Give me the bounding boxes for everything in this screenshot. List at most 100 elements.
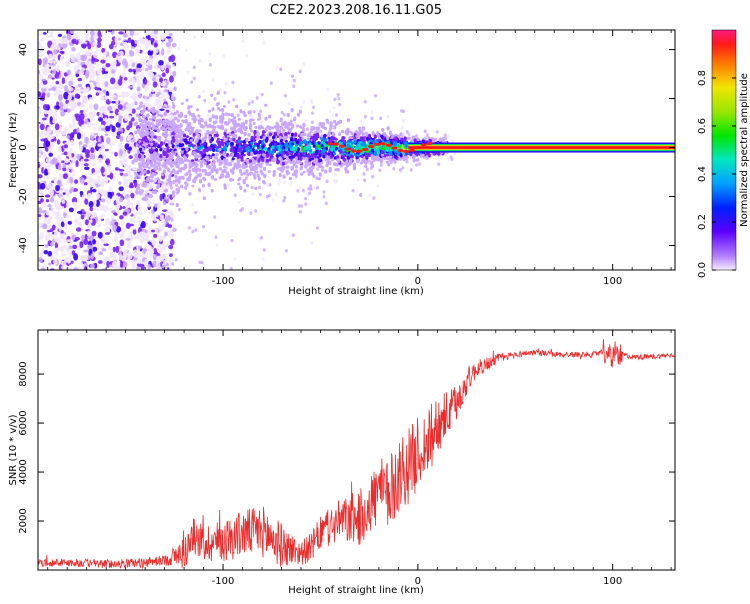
spectrogram-cell: [105, 232, 110, 235]
spectrogram-cell: [93, 103, 98, 110]
spectrogram-cell: [257, 173, 260, 177]
spectrogram-cell: [406, 137, 409, 140]
spectrogram-cell: [204, 123, 207, 126]
spectrogram-cell: [94, 133, 98, 136]
spectrogram-cell: [302, 189, 305, 193]
spectrogram-cell: [294, 132, 297, 137]
spectrogram-cell: [54, 236, 58, 241]
spectrogram-cell: [263, 174, 266, 178]
spectrogram-cell: [109, 142, 114, 146]
spectrogram-cell: [405, 160, 408, 164]
spectrogram-cell: [266, 183, 269, 187]
spectrogram-cell: [393, 142, 396, 146]
spectrogram-cell: [165, 118, 168, 121]
spectrogram-cell: [140, 172, 143, 176]
spectrogram-cell: [50, 116, 53, 121]
spectrogram-cell: [170, 186, 173, 190]
spectrogram-cell: [98, 251, 103, 255]
ridge-blob: [374, 143, 380, 146]
spectrogram-cell: [82, 62, 85, 65]
spectrogram-cell: [147, 200, 152, 207]
spectrogram-cell: [202, 184, 205, 187]
spectrogram-cell: [164, 89, 169, 92]
spectrogram-cell: [161, 181, 164, 184]
spectrogram-cell: [188, 226, 191, 230]
spectrogram-cell: [232, 98, 235, 102]
spectrogram-cell: [69, 87, 74, 91]
spectrogram-cell: [61, 160, 65, 163]
spectrogram-cell: [145, 165, 148, 168]
spectrogram-cell: [185, 48, 188, 52]
spectrogram-cell: [265, 136, 268, 141]
spectrogram-cell: [211, 107, 214, 111]
spectrogram-cell: [313, 145, 316, 148]
spectrogram-cell: [296, 189, 299, 193]
spectrogram-cell: [135, 75, 139, 77]
spectrogram-cell: [343, 140, 346, 145]
spectrogram-cell: [120, 239, 125, 246]
spectrogram-cell: [288, 102, 291, 106]
spectrogram-cell: [109, 111, 113, 113]
spectrogram-cell: [219, 167, 222, 170]
spectrogram-cell: [139, 105, 142, 108]
spectrogram-cell: [169, 253, 173, 257]
spectrogram-cell: [245, 54, 248, 58]
spectrogram-cell: [254, 171, 257, 174]
spectrogram-cell: [111, 126, 115, 133]
spectrogram-cell: [335, 113, 338, 117]
spectrogram-cell: [253, 110, 256, 114]
spectrogram-cell: [291, 74, 294, 78]
spectrogram-cell: [121, 255, 126, 261]
spectrogram-cell: [216, 243, 219, 247]
spectrogram-cell: [114, 235, 118, 242]
spectrogram-cell: [203, 178, 206, 181]
spectrogram-cell: [279, 67, 282, 71]
spectrogram-cell: [337, 168, 340, 172]
spectrogram-cell: [294, 162, 297, 165]
spectrogram-cell: [199, 19, 202, 23]
spectrogram-cell: [101, 198, 106, 202]
spectrogram-cell: [394, 155, 397, 158]
spectrogram-cell: [46, 68, 51, 73]
spectrogram-cell: [48, 184, 52, 189]
spectrogram-cell: [271, 145, 274, 149]
spectrogram-cell: [187, 71, 190, 75]
spectrogram-cell: [210, 131, 213, 134]
spectrogram-cell: [282, 150, 285, 155]
spectrogram-cell: [429, 139, 432, 143]
spectrogram-cell: [174, 171, 177, 174]
spectrogram-cell: [159, 148, 162, 152]
spectrogram-cell: [160, 91, 164, 94]
spectrogram-cell: [192, 180, 195, 183]
spectrogram-cell: [63, 104, 68, 110]
spectrogram-cell: [175, 275, 178, 279]
ridge-blob: [327, 142, 333, 145]
spectrogram-cell: [97, 70, 100, 75]
spectrogram-cell: [165, 68, 169, 74]
spectrogram-cell: [193, 66, 196, 70]
spectrogram-cell: [61, 266, 64, 270]
spectrogram-cell: [154, 35, 159, 38]
spectrogram-cell: [129, 232, 133, 236]
spectrogram-cell: [38, 207, 41, 214]
spectrogram-cell: [148, 184, 153, 190]
spectrogram-cell: [282, 122, 285, 126]
spectrogram-cell: [295, 175, 298, 179]
spectrogram-cell: [111, 69, 116, 73]
spectrogram-cell: [331, 159, 334, 162]
spectrogram-cell: [101, 142, 105, 149]
spectrogram-cell: [223, 146, 226, 149]
spectrogram-cell: [48, 54, 52, 59]
spectrogram-cell: [142, 105, 145, 108]
spectrogram-cell: [293, 79, 296, 83]
spectrogram-cell: [389, 151, 392, 155]
spectrogram-cell: [52, 224, 56, 230]
spectrogram-cell: [414, 138, 417, 142]
spectrogram-cell: [164, 56, 167, 60]
spectrogram-cell: [62, 200, 66, 204]
spectrogram-cell: [193, 133, 196, 137]
spectrogram-cell: [135, 190, 138, 194]
spectrogram-cell: [166, 36, 171, 38]
spectrogram-cell: [225, 138, 228, 141]
spectrogram-cell: [364, 100, 367, 104]
